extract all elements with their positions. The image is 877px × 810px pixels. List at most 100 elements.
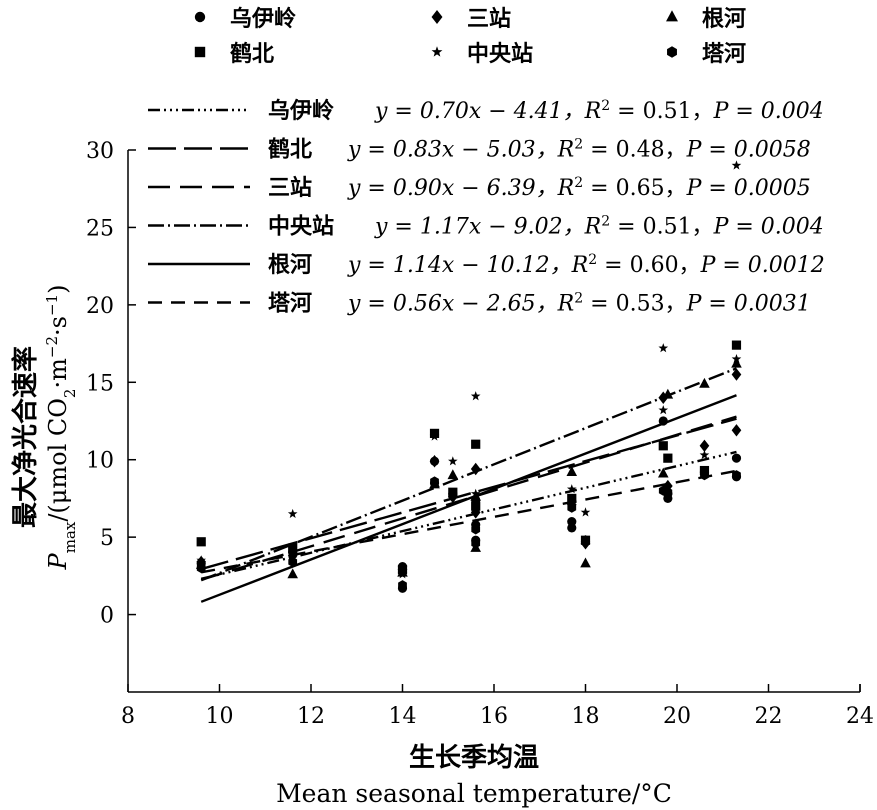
legend-fit-name-5: 根河 (268, 253, 312, 278)
point-series-4 (566, 484, 577, 494)
equation-r2-value: = 0.53， (583, 292, 686, 317)
axis-labels: 生长季均温 Mean seasonal temperature/°C 最大净光合速率… (10, 285, 672, 808)
point-series-3 (470, 506, 481, 519)
point-series-6 (471, 524, 481, 535)
point-series-5 (657, 467, 669, 478)
legend-marker-5 (666, 10, 678, 22)
x-tick-label: 16 (480, 704, 508, 729)
equation-r2-exp: 2 (588, 252, 597, 268)
x-tick-label: 22 (755, 704, 783, 729)
legend-fit-name-2: 鹤北 (268, 137, 312, 163)
x-axis-label-cn: 生长季均温 (409, 743, 539, 773)
point-series-2 (288, 543, 298, 553)
equation-r2-exp: 2 (601, 98, 610, 114)
legend-fit-equation-6: y = 0.56x − 2.65，R2 = 0.53，P = 0.0031 (347, 291, 811, 317)
legend-label-2: 鹤北 (230, 41, 274, 67)
x-tick-label: 24 (846, 704, 874, 729)
equation-r2-exp: 2 (574, 175, 583, 191)
point-series-5 (470, 490, 481, 501)
x-tick-label: 12 (297, 704, 325, 729)
point-series-5 (731, 357, 742, 368)
y-label-unit: ·s (44, 316, 72, 336)
x-tick-label: 18 (572, 704, 600, 729)
point-series-4 (448, 456, 458, 466)
point-series-5 (662, 388, 674, 399)
fit-line-6 (200, 469, 737, 574)
point-series-6 (663, 487, 673, 498)
point-series-1 (663, 493, 673, 504)
point-series-6 (581, 535, 590, 546)
equation-r2-value: = 0.65， (583, 176, 686, 201)
point-series-6 (732, 470, 741, 481)
y-tick-label: 10 (86, 449, 114, 474)
point-series-6 (567, 502, 577, 513)
point-series-2 (658, 441, 668, 451)
equation-r2-value: = 0.48， (583, 138, 686, 163)
legend-fit-equation-1: y = 0.70x − 4.41，R2 = 0.51，P = 0.004 (374, 98, 824, 124)
y-tick-label: 20 (86, 294, 114, 319)
y-tick-label: 30 (86, 139, 114, 164)
point-series-2 (471, 439, 481, 449)
x-tick-label: 14 (389, 704, 417, 729)
point-series-3 (731, 368, 742, 381)
equation-y: y = 0.83x − 5.03， (347, 138, 558, 163)
fit-lines (200, 367, 737, 603)
x-tick-label: 20 (663, 704, 691, 729)
legend-fit-equation-4: y = 1.17x − 9.02，R2 = 0.51，P = 0.004 (374, 214, 824, 240)
legend-label-5: 根河 (702, 7, 746, 32)
equation-r2: R (557, 138, 575, 163)
point-series-4 (731, 160, 742, 170)
legend-label-4: 中央站 (467, 41, 533, 67)
point-series-3 (731, 424, 742, 437)
equation-p: P = 0.0058 (686, 138, 811, 163)
equation-r2: R (584, 215, 602, 240)
equation-r2: R (571, 253, 589, 278)
legend-label-1: 乌伊岭 (230, 6, 296, 32)
y-label-unit: /(μmol CO (44, 398, 72, 522)
point-series-3 (429, 455, 440, 468)
equation-r2-value: = 0.60， (597, 253, 700, 278)
equation-r2-exp: 2 (574, 137, 583, 153)
fit-line-legend: 乌伊岭 y = 0.70x − 4.41，R2 = 0.51，P = 0.004鹤… (148, 98, 825, 317)
point-series-5 (566, 466, 578, 477)
equation-r2-exp: 2 (574, 291, 583, 307)
equation-y: y = 0.70x − 4.41， (374, 99, 585, 124)
point-series-4 (287, 508, 298, 519)
point-series-3 (470, 462, 481, 476)
fit-line-3 (200, 415, 737, 581)
legend-fit-name-3: 三站 (268, 176, 312, 201)
legend-marker-4 (431, 46, 443, 57)
equation-p: P = 0.004 (713, 99, 824, 124)
y-axis-label-en: Pmax/(μmol CO2·m−2·s−1) (43, 285, 79, 571)
legend-marker-1 (194, 11, 206, 23)
x-axis-label-en: Mean seasonal temperature/°C (276, 779, 672, 808)
point-series-4 (470, 391, 481, 401)
equation-r2-exp: 2 (601, 214, 610, 230)
point-series-1 (731, 453, 742, 463)
point-series-5 (397, 566, 408, 577)
point-series-4 (658, 405, 669, 415)
y-label-unit: ·m (44, 358, 72, 389)
data-points (195, 160, 742, 593)
point-series-4 (699, 450, 710, 460)
y-label-unit-sup: −1 (43, 294, 61, 316)
equation-p: P = 0.004 (713, 215, 824, 240)
point-series-5 (699, 377, 710, 388)
point-series-5 (287, 568, 298, 579)
legend-fit-name-1: 乌伊岭 (268, 98, 334, 124)
y-axis-label-cn: 最大净光合速率 (10, 346, 41, 528)
equation-r2-value: = 0.51， (610, 215, 713, 240)
point-series-6 (430, 476, 439, 487)
point-series-4 (580, 507, 591, 517)
legend-marker-6 (667, 46, 677, 58)
x-tick-label: 8 (121, 704, 135, 729)
point-series-6 (196, 563, 206, 574)
legend-fit-name-4: 中央站 (268, 214, 334, 240)
fit-line-4 (200, 367, 737, 582)
point-series-3 (699, 439, 710, 452)
x-tick-label: 10 (206, 704, 234, 729)
y-label-unit-sup: −2 (43, 336, 61, 358)
legend-label-6: 塔河 (702, 42, 746, 67)
legend-marker-3 (431, 9, 443, 25)
